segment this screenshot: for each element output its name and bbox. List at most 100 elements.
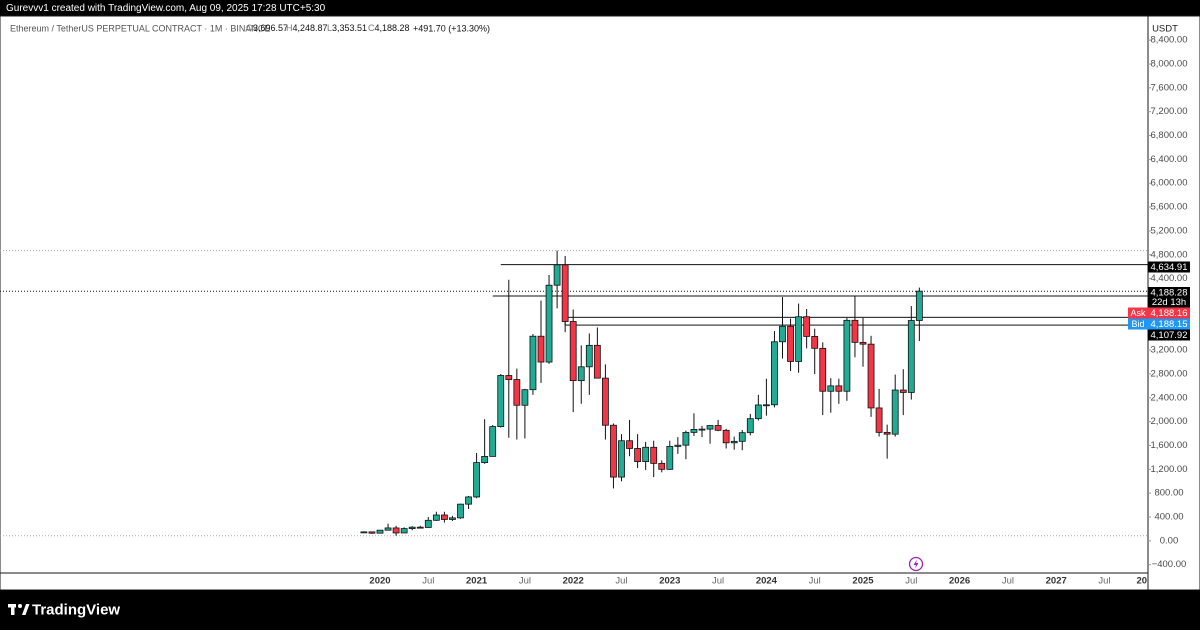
ask-label-bg	[1148, 307, 1190, 319]
candle-body	[602, 377, 609, 426]
bid-label-bg	[1148, 318, 1190, 330]
candle-body	[481, 456, 489, 464]
candle-body	[416, 526, 424, 529]
candle-body	[843, 319, 851, 392]
y-tick-label: 0.00	[1160, 535, 1179, 546]
ohlc-item: H4,248.87	[286, 23, 328, 33]
y-tick-label: 6,000.00	[1151, 178, 1188, 189]
y-tick-label: 8,000.00	[1151, 59, 1188, 70]
ohlc-item: O3,696.57	[246, 23, 288, 33]
candle-body	[449, 517, 456, 520]
candle-body	[360, 531, 368, 534]
candle-body	[400, 528, 408, 534]
candle-body	[690, 428, 698, 433]
ask-tag-bg	[1128, 307, 1148, 319]
candle-body	[771, 341, 778, 406]
candle-body	[891, 389, 899, 435]
candle-body	[505, 375, 513, 380]
x-tick-label: Jul	[422, 576, 434, 587]
candle-body	[561, 264, 569, 322]
candle-body	[899, 389, 907, 393]
x-tick-label: 2021	[466, 576, 488, 587]
candle-body	[706, 425, 714, 430]
candle-body	[585, 344, 593, 368]
candle-body	[577, 366, 585, 382]
ask-tag: Ask	[1130, 308, 1146, 318]
header-bar	[0, 0, 1200, 16]
x-tick-label: Jul	[809, 576, 821, 587]
x-tick-label: 20	[1136, 576, 1147, 587]
y-tick-label: 2,000.00	[1151, 416, 1188, 427]
level-label-bg	[1148, 329, 1190, 341]
candle-body	[432, 514, 440, 521]
y-tick-label: 7,200.00	[1151, 106, 1188, 117]
x-tick-label: 2022	[563, 576, 584, 587]
last-price-label: 4,188.28	[1151, 288, 1188, 299]
candle-body	[634, 448, 641, 462]
ohlc-value: 3,696.57	[253, 23, 288, 33]
candle-body	[746, 418, 754, 434]
x-tick-label: Jul	[905, 576, 917, 587]
x-tick-label: Jul	[615, 576, 627, 587]
candle-body	[819, 347, 827, 392]
y-tick-label: 6,400.00	[1151, 154, 1188, 165]
ohlc-legend: Ethereum / TetherUS PERPETUAL CONTRACT ·…	[10, 23, 490, 33]
level-label-bg	[1148, 261, 1190, 273]
candle-body	[489, 426, 497, 457]
candle-body	[851, 319, 859, 343]
x-tick-label: Jul	[1098, 576, 1110, 587]
candle-body	[610, 424, 617, 478]
candle-body	[408, 526, 416, 529]
brand-logo	[8, 604, 30, 615]
x-tick-label: 2027	[1046, 576, 1067, 587]
candle-body	[384, 527, 392, 531]
header-text: Gurevvv1 created with TradingView.com, A…	[6, 3, 326, 14]
ohlc-value: 4,188.28	[375, 23, 410, 33]
ohlc-value: 3,353.51	[332, 23, 367, 33]
y-tick-label: 4,400.00	[1151, 273, 1188, 284]
candle-body	[642, 446, 650, 462]
y-tick-label: 2,400.00	[1151, 392, 1188, 403]
candle-body	[376, 529, 384, 534]
candle-body	[763, 404, 770, 407]
y-tick-label: 2,800.00	[1151, 368, 1188, 379]
candle-body	[738, 432, 746, 442]
y-tick-label: 7,600.00	[1151, 82, 1188, 93]
candle-body	[875, 407, 883, 433]
x-tick-label: 2026	[949, 576, 970, 587]
x-tick-label: 2023	[659, 576, 680, 587]
plot-area: 2020 Jul 2021 Jul 2022 Jul 2023 Jul 2024 Jul 2025 J…	[0, 250, 1148, 587]
candle-body	[730, 440, 738, 444]
alert-icon	[908, 556, 924, 572]
candle-body	[682, 431, 690, 446]
candle-body	[787, 325, 794, 362]
candle-body	[835, 385, 843, 392]
change: +491.70 (+13.30%)	[413, 23, 490, 33]
ohlc-item: L3,353.51	[327, 23, 367, 33]
currency-label: USDT	[1152, 24, 1178, 35]
x-tick-label: Jul	[712, 576, 724, 587]
y-tick-label: 3,200.00	[1151, 345, 1188, 356]
candle-body	[529, 335, 537, 391]
candle-body	[513, 379, 521, 406]
candle-body	[618, 440, 625, 478]
ohlc-key: L	[327, 23, 332, 33]
candle-body	[859, 341, 867, 345]
ohlc-key: C	[368, 23, 375, 33]
brand-name: TradingView	[32, 601, 120, 618]
candle-body	[722, 429, 730, 444]
candle-body	[779, 325, 786, 343]
candle-body	[497, 375, 505, 427]
countdown-label: 22d 13h	[1152, 297, 1186, 308]
candle-body	[392, 527, 400, 534]
ohlc-key: H	[286, 23, 293, 33]
candle-body	[658, 462, 666, 470]
candle-body	[650, 446, 658, 464]
candle-body	[907, 320, 915, 393]
level-label: 4,634.91	[1151, 262, 1188, 273]
y-tick-label: 400.00	[1154, 512, 1183, 523]
ohlc-key: O	[246, 23, 253, 33]
candle-body	[714, 425, 722, 431]
candle-body	[457, 503, 464, 519]
